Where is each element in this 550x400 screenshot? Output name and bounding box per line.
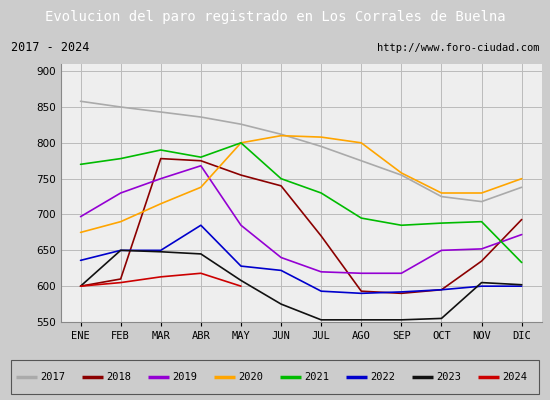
Text: 2023: 2023 [436,372,461,382]
Text: 2022: 2022 [370,372,395,382]
Text: Evolucion del paro registrado en Los Corrales de Buelna: Evolucion del paro registrado en Los Cor… [45,10,505,24]
Text: 2020: 2020 [238,372,263,382]
Text: 2021: 2021 [304,372,329,382]
Text: 2018: 2018 [106,372,131,382]
Text: 2017: 2017 [40,372,65,382]
Text: 2017 - 2024: 2017 - 2024 [11,41,89,54]
Text: http://www.foro-ciudad.com: http://www.foro-ciudad.com [377,43,539,53]
Text: 2024: 2024 [502,372,527,382]
Text: 2019: 2019 [172,372,197,382]
